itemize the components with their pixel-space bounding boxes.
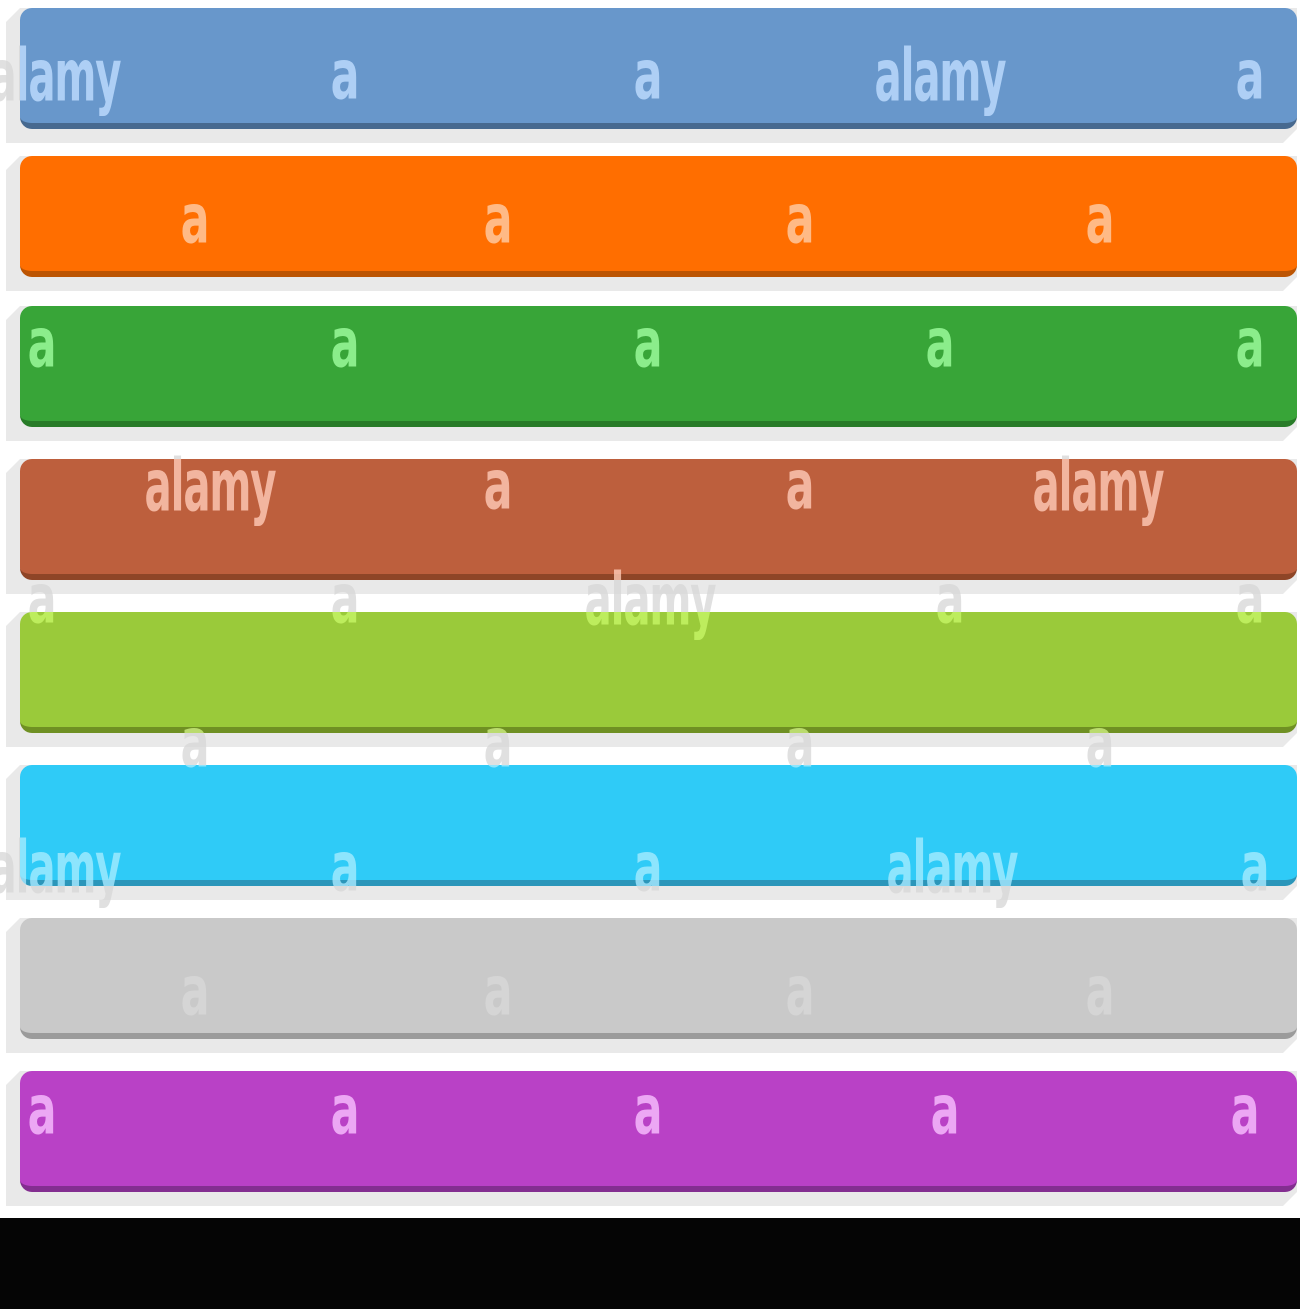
- button-bar-orange[interactable]: [20, 156, 1297, 277]
- button-bar-brown-wrap: [20, 459, 1297, 580]
- button-bar-brown[interactable]: [20, 459, 1297, 580]
- button-bar-lime-wrap: [20, 612, 1297, 733]
- button-bar-purple[interactable]: [20, 1071, 1297, 1192]
- button-bar-blue[interactable]: [20, 8, 1297, 129]
- button-bar-green[interactable]: [20, 306, 1297, 427]
- button-bar-orange-wrap: [20, 156, 1297, 277]
- button-bar-purple-wrap: [20, 1071, 1297, 1192]
- footer-bar: alamy Image ID: K8DEWT www.alamy.com: [0, 1218, 1300, 1309]
- button-bar-blue-wrap: [20, 8, 1297, 129]
- button-bar-green-wrap: [20, 306, 1297, 427]
- button-bar-cyan-wrap: [20, 765, 1297, 886]
- button-bar-cyan[interactable]: [20, 765, 1297, 886]
- button-bar-lime[interactable]: [20, 612, 1297, 733]
- button-bar-gray-wrap: [20, 918, 1297, 1039]
- button-bar-gray[interactable]: [20, 918, 1297, 1039]
